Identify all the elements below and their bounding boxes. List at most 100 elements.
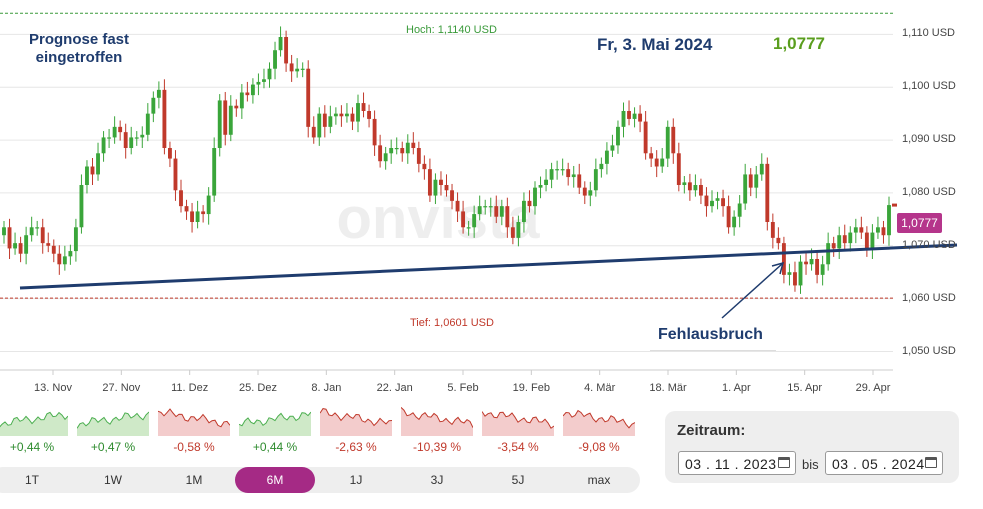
range-selector: 1T 1W 1M 6M 1J 3J 5J max (0, 467, 640, 493)
range-button-6m[interactable]: 6M (235, 467, 315, 493)
candle-body (295, 68, 300, 72)
fehlausbruch-underline (650, 350, 776, 351)
candle-body (2, 227, 6, 236)
candle-body (372, 118, 377, 146)
candle-body (90, 166, 95, 175)
performance-value: +0,44 % (9, 440, 55, 454)
range-button-max[interactable]: max (587, 473, 611, 487)
candle-body (599, 163, 604, 170)
y-tick-label: 1,070 USD (902, 238, 956, 251)
candle-body (770, 222, 775, 238)
range-button-1m[interactable]: 1M (185, 473, 203, 487)
to-date-input[interactable]: 03 . 05 . 2024 (825, 451, 943, 475)
candle-body (466, 227, 471, 229)
x-tick-label: 1. Apr (721, 382, 751, 394)
sparkline-area (401, 407, 473, 436)
candle-body (411, 142, 416, 148)
candle-body (156, 89, 161, 98)
to-date-value: 03 . 05 . 2024 (832, 456, 925, 472)
y-tick-label: 1,060 USD (902, 291, 956, 304)
calendar-icon[interactable] (925, 457, 937, 468)
candle-body (505, 206, 510, 228)
candle-body (815, 259, 820, 275)
candle-body (533, 187, 537, 207)
x-tick-label: 8. Jan (311, 382, 342, 394)
candle-body (300, 68, 305, 70)
candle-body (427, 169, 432, 196)
candle-body (62, 256, 67, 265)
sparkline-1t: +0,44 % (0, 400, 68, 462)
sparkline-line (563, 409, 635, 429)
candle-body (85, 166, 89, 185)
candle-body (212, 148, 217, 196)
candle-body (494, 206, 499, 217)
candle-body (206, 195, 211, 215)
candle-body (439, 179, 443, 185)
candle-body (361, 103, 366, 111)
range-button-3j[interactable]: 3J (430, 473, 444, 487)
candle-body (289, 63, 294, 72)
candle-body (776, 237, 781, 244)
candle-body (394, 148, 399, 150)
candle-body (715, 198, 720, 201)
candle-body (40, 227, 45, 244)
sparkline-area (0, 412, 68, 436)
y-tick-label: 1,100 USD (902, 80, 956, 93)
candle-body (433, 179, 438, 196)
candle-body (444, 185, 449, 191)
candle-body (422, 163, 427, 170)
candle-body (687, 182, 692, 191)
y-tick-label: 1,110 USD (902, 27, 955, 40)
sparkline-line (0, 411, 68, 428)
performance-value: -2,63 % (335, 440, 377, 454)
candle-body (328, 116, 333, 127)
candle-body (35, 227, 40, 229)
x-tick-label: 18. Mär (649, 382, 687, 394)
range-button-1t[interactable]: 1T (24, 473, 39, 487)
candle-body (306, 68, 311, 127)
chart-watermark: onvista (336, 186, 540, 251)
x-axis-ticks (52, 370, 874, 375)
candle-body (228, 105, 233, 135)
from-date-input[interactable]: 03 . 11 . 2023 (678, 451, 796, 475)
candle-body (798, 261, 803, 286)
candle-body (826, 243, 831, 265)
sparkline-graphic (320, 408, 392, 436)
candle-body (483, 206, 488, 208)
candle-body (112, 126, 117, 138)
candle-body (145, 113, 150, 135)
candle-body (367, 111, 371, 119)
range-button-1w[interactable]: 1W (104, 473, 122, 487)
candle-body (743, 174, 748, 204)
candle-body (632, 113, 637, 119)
candle-body (737, 203, 742, 217)
sparkline-line (77, 411, 149, 429)
sparkline-max: -9,08 % (563, 400, 635, 462)
candle-body (864, 232, 869, 249)
zeitraum-panel: Zeitraum: 03 . 11 . 2023 bis 03 . 05 . 2… (665, 411, 959, 483)
candle-body (284, 37, 289, 64)
candle-body (477, 206, 482, 215)
candle-body (804, 261, 808, 265)
candle-body (870, 232, 875, 249)
range-button-5j[interactable]: 5J (511, 473, 525, 487)
candle-body (239, 92, 244, 109)
candle-body (582, 187, 587, 196)
candle-body (201, 211, 206, 215)
candle-body (450, 190, 454, 201)
candle-body (765, 163, 770, 222)
y-tick-label: 1,080 USD (902, 185, 956, 198)
candle-body (726, 206, 731, 228)
candle-body (732, 216, 737, 228)
sparkline-line (320, 408, 392, 427)
sparkline-line (482, 411, 554, 429)
high-level-label: Hoch: 1,1140 USD (406, 24, 497, 36)
sparkline-line (401, 407, 473, 428)
range-button-1j[interactable]: 1J (349, 473, 363, 487)
candle-body (311, 126, 316, 138)
candle-body (643, 121, 648, 154)
sparkline-1w: +0,47 % (77, 400, 149, 462)
candle-body (217, 100, 222, 148)
candle-body (250, 84, 255, 96)
calendar-icon[interactable] (778, 457, 790, 468)
